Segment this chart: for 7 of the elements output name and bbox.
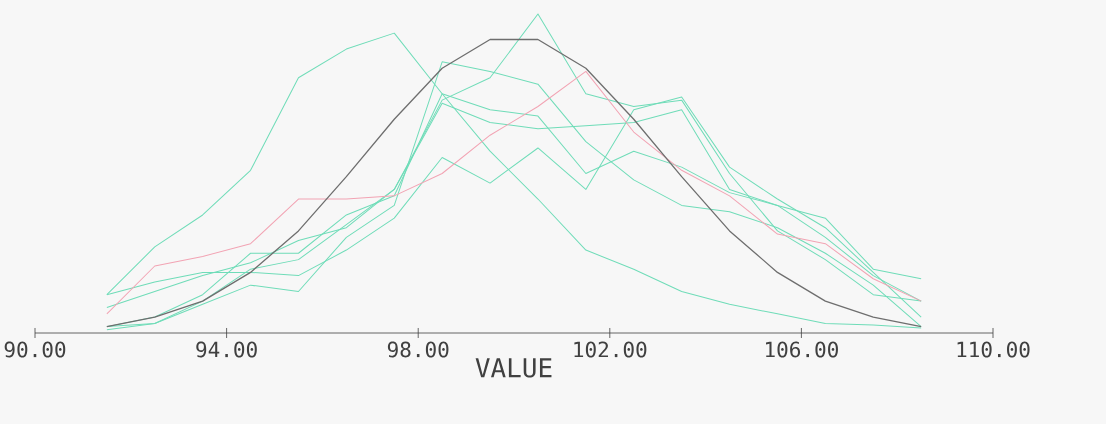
x-axis-title: VALUE — [475, 358, 552, 378]
x-tick-label: 102.00 — [574, 341, 647, 358]
x-tick-label: 110.00 — [957, 341, 1030, 358]
x-tick-label: 90.00 — [4, 341, 66, 358]
x-tick-label: 98.00 — [387, 341, 449, 358]
x-tick-label: 106.00 — [766, 341, 838, 358]
x-tick-label: 94.00 — [196, 341, 257, 358]
